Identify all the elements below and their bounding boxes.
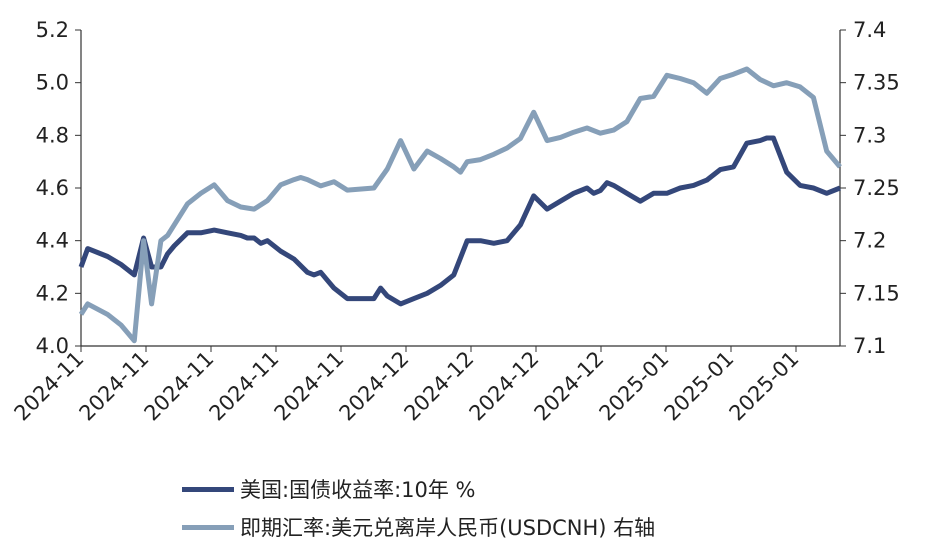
right-y-tick-label: 7.2 <box>853 229 886 253</box>
x-tick-label: 2024-12 <box>530 347 609 426</box>
left-y-tick-label: 5.0 <box>36 71 69 95</box>
x-tick-label: 2025-01 <box>595 347 674 426</box>
right-y-tick-label: 7.3 <box>853 123 886 147</box>
legend-item-us-10y: 美国:国债收益率:10年 % <box>182 474 476 504</box>
x-tick-label: 2024-12 <box>400 347 479 426</box>
left-y-tick-label: 4.4 <box>36 229 69 253</box>
legend-item-usdcnh: 即期汇率:美元兑离岸人民币(USDCNH) 右轴 <box>182 512 655 542</box>
left-y-tick-label: 4.0 <box>36 334 69 358</box>
series-line-usdcnh <box>78 66 842 344</box>
right-y-tick-label: 7.15 <box>853 281 900 305</box>
x-tick-label: 2024-12 <box>335 347 414 426</box>
x-tick-label: 2024-11 <box>270 347 349 426</box>
left-y-tick-label: 4.2 <box>36 281 69 305</box>
left-y-tick-label: 4.8 <box>36 123 69 147</box>
tick-labels: 4.0 4.2 4.4 4.6 4.8 5.0 5.2 7.1 7.15 7.2 7.25 7.3 7.… <box>10 18 900 426</box>
series-line-us-10y <box>78 135 841 307</box>
left-y-tick-label: 4.6 <box>36 176 69 200</box>
legend-swatch-us-10y <box>182 486 234 492</box>
right-y-tick-label: 7.4 <box>853 18 886 42</box>
x-tick-label: 2024-11 <box>140 347 219 426</box>
x-tick-label: 2024-11 <box>75 347 154 426</box>
right-y-tick-label: 7.25 <box>853 176 900 200</box>
axes <box>75 29 846 352</box>
x-tick-label: 2024-11 <box>10 347 89 426</box>
legend-label-us-10y: 美国:国债收益率:10年 % <box>240 478 476 502</box>
x-tick-label: 2024-12 <box>465 347 544 426</box>
legend-label-usdcnh: 即期汇率:美元兑离岸人民币(USDCNH) 右轴 <box>240 516 656 540</box>
right-y-tick-label: 7.35 <box>853 71 900 95</box>
series-layer <box>78 66 842 344</box>
right-y-tick-label: 7.1 <box>853 334 886 358</box>
x-tick-label: 2025-01 <box>660 347 739 426</box>
left-y-tick-label: 5.2 <box>36 18 69 42</box>
legend-swatch-usdcnh <box>182 524 234 530</box>
x-tick-label: 2025-01 <box>725 347 804 426</box>
x-tick-label: 2024-11 <box>205 347 284 426</box>
